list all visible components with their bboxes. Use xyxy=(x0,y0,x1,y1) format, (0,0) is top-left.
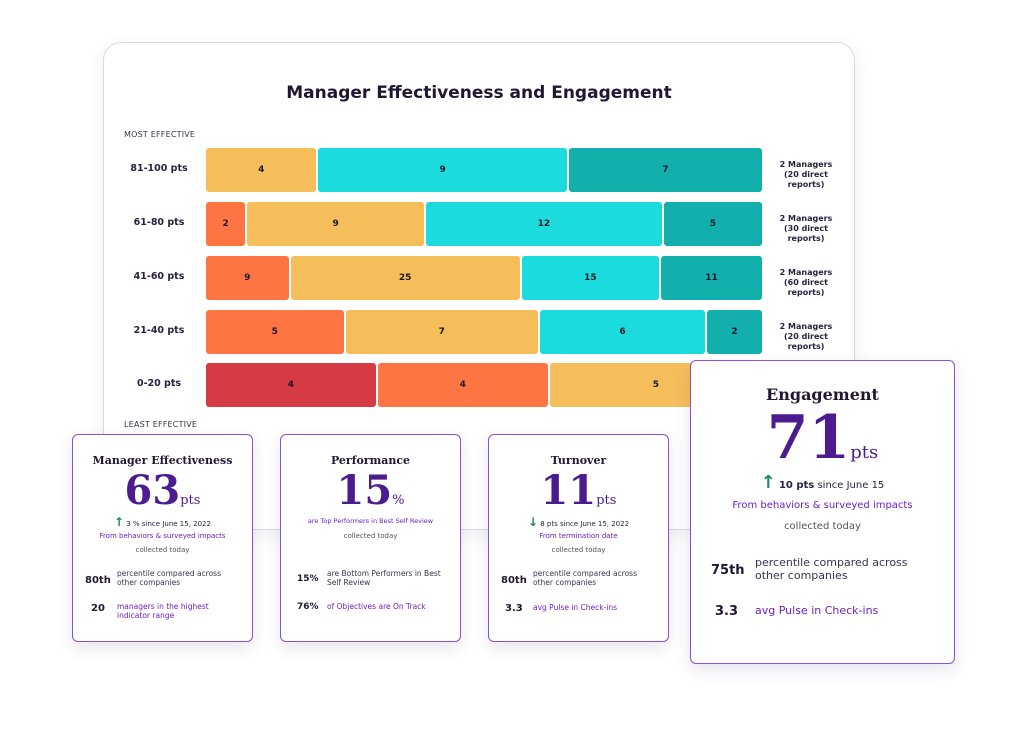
bar-segment: 2 xyxy=(707,310,762,354)
row-label: 81-100 pts xyxy=(130,163,188,174)
metric-value: 63pts xyxy=(73,469,252,523)
row-label: 41-60 pts xyxy=(133,271,185,282)
arrow-down-icon: ↓ xyxy=(527,515,538,529)
row-note: 2 Managers (30 direct reports) xyxy=(779,214,833,243)
metric-number: 11 xyxy=(540,467,597,514)
metric-unit: % xyxy=(392,493,405,508)
stat-value: 20 xyxy=(91,603,105,614)
change-line: ↓ 8 pts since June 15, 2022 xyxy=(489,515,668,529)
performance-card: Performance 15% are Top Performers in Be… xyxy=(280,434,461,642)
change-since: since June 15, 2022 xyxy=(141,520,211,528)
stat-value: 75th xyxy=(711,563,745,578)
bar-segment: 11 xyxy=(661,256,762,300)
bar-segment: 4 xyxy=(206,363,376,407)
change-value: 8 pts xyxy=(540,520,558,528)
card-title: Turnover xyxy=(550,454,607,467)
bar-segment: 7 xyxy=(345,310,538,354)
change-line: ↑ 3 % since June 15, 2022 xyxy=(73,515,252,529)
chart-card: Manager Effectiveness and Engagement MOS… xyxy=(103,42,855,530)
card-title: Engagement xyxy=(766,385,879,404)
stat-text: avg Pulse in Check-ins xyxy=(755,604,879,617)
turnover-card: Turnover 11pts ↓ 8 pts since June 15, 20… xyxy=(488,434,669,642)
metric-unit: pts xyxy=(850,442,879,463)
manager-effectiveness-card: Manager Effectiveness 63pts ↑ 3 % since … xyxy=(72,434,253,642)
collected-text: collected today xyxy=(343,532,398,540)
row-note: 2 Managers (20 direct reports) xyxy=(779,322,833,351)
stat-text: percentile compared across other compani… xyxy=(533,569,637,587)
card-title: Performance xyxy=(330,454,411,467)
bar-segment: 25 xyxy=(290,256,520,300)
row-label: 61-80 pts xyxy=(133,217,185,228)
bar-segment: 7 xyxy=(568,148,762,192)
bar-segment: 2 xyxy=(206,202,246,246)
bar-row: 9 25 15 11 xyxy=(206,256,762,300)
row-note: 2 Managers (60 direct reports) xyxy=(779,268,833,297)
bar-row: 2 9 12 5 xyxy=(206,202,762,246)
metric-value: 71pts xyxy=(691,405,954,486)
stat-value: 76% xyxy=(297,602,319,612)
metric-number: 15 xyxy=(336,467,393,514)
bar-segment: 15 xyxy=(521,256,660,300)
row-label: 21-40 pts xyxy=(133,325,185,336)
stat-value: 3.3 xyxy=(505,603,523,614)
collected-text: collected today xyxy=(784,521,861,532)
stat-text: of Objectives are On Track xyxy=(327,602,426,611)
stat-text: avg Pulse in Check-ins xyxy=(533,603,618,612)
row-label: 0-20 pts xyxy=(136,378,182,389)
bar-segment: 9 xyxy=(206,256,289,300)
stat-value: 80th xyxy=(501,575,527,586)
change-value: 10 pts xyxy=(778,480,815,491)
stat-value: 15% xyxy=(297,574,319,584)
bar-segment: 9 xyxy=(247,202,425,246)
metric-unit: pts xyxy=(596,493,617,508)
metric-number: 71 xyxy=(766,403,851,473)
source-text: From termination date xyxy=(539,532,618,540)
bar-segment: 4 xyxy=(206,148,317,192)
source-text: are Top Performers in Best Self Review xyxy=(307,517,434,525)
arrow-up-icon: ↑ xyxy=(114,515,125,529)
source-text: From behaviors & surveyed impacts xyxy=(99,532,226,540)
least-effective-caption: LEAST EFFECTIVE xyxy=(124,420,198,429)
collected-text: collected today xyxy=(551,546,606,554)
stat-value: 3.3 xyxy=(715,604,739,619)
stat-text: managers in the highest indicator range xyxy=(117,602,209,620)
chart-title: Manager Effectiveness and Engagement xyxy=(286,83,672,103)
arrow-up-icon: ↑ xyxy=(760,472,776,493)
bar-segment: 6 xyxy=(540,310,705,354)
bar-segment: 5 xyxy=(663,202,762,246)
metric-number: 63 xyxy=(124,467,181,514)
metric-value: 11pts xyxy=(489,469,668,523)
stat-text: are Bottom Performers in Best Self Revie… xyxy=(327,569,441,587)
source-text: From behaviors & surveyed impacts xyxy=(732,500,913,511)
stat-value: 80th xyxy=(85,575,111,586)
row-note: 2 Managers (20 direct reports) xyxy=(779,160,833,189)
change-since: since June 15, 2022 xyxy=(559,520,630,528)
metric-value: 15% xyxy=(281,469,460,523)
bar-segment: 12 xyxy=(426,202,662,246)
most-effective-caption: MOST EFFECTIVE xyxy=(124,130,196,139)
bar-segment: 5 xyxy=(206,310,344,354)
bar-segment: 9 xyxy=(318,148,567,192)
change-line: ↑ 10 pts since June 15 xyxy=(691,472,954,493)
change-value: 3 % xyxy=(126,520,140,528)
card-title: Manager Effectiveness xyxy=(92,454,233,467)
change-since: since June 15 xyxy=(817,480,885,491)
bar-segment: 4 xyxy=(377,363,548,407)
collected-text: collected today xyxy=(135,546,190,554)
metric-unit: pts xyxy=(180,493,201,508)
engagement-card: Engagement 71pts ↑ 10 pts since June 15 … xyxy=(690,360,955,664)
stat-text: percentile compared across other compani… xyxy=(117,569,221,587)
stat-text: percentile compared across other compani… xyxy=(755,556,908,582)
